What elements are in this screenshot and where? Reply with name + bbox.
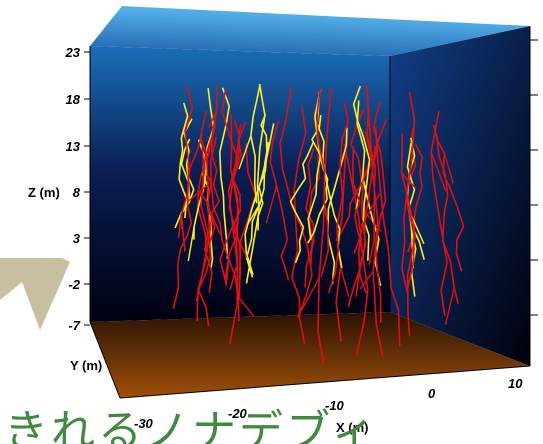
root-line-red [374,127,401,347]
root-branch [231,226,248,259]
root-line-red [221,88,242,322]
root-line-red [351,147,362,255]
root-branch [430,151,447,191]
x-tick-label: 10 [508,376,523,391]
root-line-red [343,143,369,356]
root-branch [207,110,218,129]
root-line-yellow [352,85,371,261]
root-line-red [347,118,388,308]
root-line-yellow [257,114,268,231]
root-line-red [327,102,350,293]
root-line-red [372,102,387,323]
root-line-red [405,91,416,288]
root-line-red [227,123,242,344]
root-line-yellow [289,141,315,264]
root-branch [177,214,182,239]
root-branch [237,296,255,318]
z-tick-label: 23 [65,45,81,60]
root-branch [443,153,454,184]
z-axis-ticks: 23 18 13 8 3 -2 -7 [65,45,90,333]
root-line-yellow [246,141,270,275]
root-line-yellow [178,102,189,219]
root-line-red [200,86,219,293]
root-branch [246,202,261,226]
floor [90,312,530,398]
decorative-arrow [0,258,70,330]
root-line-red [317,88,332,365]
root-branch [359,271,374,290]
root-line-yellow [219,87,230,259]
root-branch [339,266,350,297]
x-tick-label: 0 [428,386,436,401]
root-line-yellow [307,115,329,244]
x-tick-label: -10 [325,398,345,413]
root-line-red [366,85,377,265]
root-line-red [269,120,290,281]
root-line-yellow [307,88,322,240]
x-tick-label: -30 [134,416,154,431]
root-branch [206,204,222,236]
x-axis-title: X (m) [336,420,369,435]
root-line-red [432,124,465,272]
z-axis-title: Z (m) [28,185,60,200]
root-line-red [219,121,247,286]
root-branch [188,184,209,202]
root-branch [444,287,455,325]
root-branch [298,277,320,315]
y-axis-title: Y (m) [70,358,102,373]
root-line-red [197,147,216,327]
z-tick-label: -2 [68,277,80,292]
right-wall [390,26,530,366]
z-tick-label: 3 [73,231,81,246]
root-line-red [365,85,384,357]
root-line-red [436,135,460,305]
root-line-red [290,106,307,345]
root-lines [172,83,465,365]
right-axis-ticks [530,39,538,316]
root-branch [187,226,195,262]
z-tick-label: -7 [68,318,80,333]
z-tick-label: 8 [73,185,81,200]
root-line-red [209,136,239,298]
z-tick-label: 18 [66,92,81,107]
z-tick-label: 13 [66,139,81,154]
root-line-red [196,110,211,322]
caption-text: きれるノナデブィ [4,406,379,444]
root-branch [238,135,252,170]
x-tick-label: -20 [228,406,248,421]
root-branch [225,259,230,287]
root-branch [353,237,361,254]
root-line-red [316,87,330,277]
root-branch [265,185,278,224]
top-face [90,6,530,56]
root-line-yellow [193,88,215,240]
root-line-red [172,133,203,310]
